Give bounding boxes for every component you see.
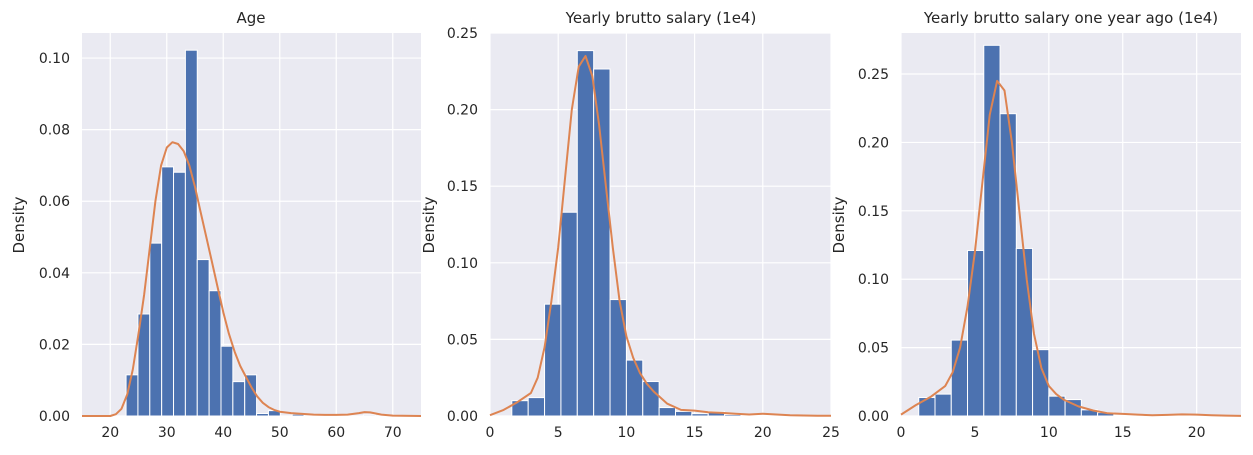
kde-line xyxy=(489,55,832,417)
histogram-bar xyxy=(256,412,269,417)
histogram-bar xyxy=(1032,349,1050,417)
plot-area xyxy=(82,33,421,416)
y-tick-label: 0.25 xyxy=(447,26,478,42)
chart-title: Yearly brutto salary (1e4) xyxy=(565,9,757,27)
histogram-bar xyxy=(625,359,644,417)
y-tick-label: 0.20 xyxy=(858,135,889,151)
y-axis-label: Density xyxy=(830,196,848,253)
y-tick-label: 0.15 xyxy=(447,179,478,195)
x-tick-label: 0 xyxy=(486,425,495,441)
y-tick-label: 0.10 xyxy=(858,272,889,288)
chart-title: Yearly brutto salary one year ago (1e4) xyxy=(923,9,1218,27)
x-tick-label: 15 xyxy=(1114,425,1132,441)
histogram-bar xyxy=(1015,247,1034,417)
x-tick-label: 60 xyxy=(327,425,345,441)
histogram-bar xyxy=(642,381,660,417)
histogram-bar xyxy=(934,393,952,417)
histogram-bar xyxy=(1113,414,1131,417)
histogram-bar xyxy=(220,345,234,417)
histogram-bar xyxy=(918,397,936,417)
panel-salary: Yearly brutto salary (1e4) Density 0 5 10 1… xyxy=(420,9,840,441)
histogram-bar xyxy=(756,414,775,417)
histogram-bar xyxy=(593,68,611,417)
y-tick-label: 0.10 xyxy=(447,256,478,272)
y-tick-label: 0.05 xyxy=(447,332,478,348)
y-tick-label: 0.02 xyxy=(39,337,70,353)
x-tick-label: 5 xyxy=(554,425,563,441)
x-tick-label: 50 xyxy=(271,425,289,441)
y-tick-label: 0.25 xyxy=(858,67,889,83)
x-tick-label: 20 xyxy=(1188,425,1206,441)
y-tick-label: 0.15 xyxy=(858,204,889,220)
histogram-bar xyxy=(161,166,175,417)
histogram-bar xyxy=(173,171,186,417)
x-tick-label: 70 xyxy=(384,425,402,441)
kde-line xyxy=(900,79,1242,417)
y-tick-label: 0.05 xyxy=(858,341,889,357)
histogram-bar xyxy=(362,414,376,417)
kde-line xyxy=(82,141,422,417)
histogram-bar xyxy=(544,303,562,417)
histogram-bar xyxy=(675,410,693,417)
x-tick-label: 5 xyxy=(970,425,979,441)
y-tick-label: 0.08 xyxy=(39,123,70,139)
x-tick-label: 30 xyxy=(158,425,176,441)
histogram-bar xyxy=(184,49,198,417)
x-tick-label: 15 xyxy=(686,425,704,441)
x-tick-label: 10 xyxy=(617,425,635,441)
y-axis-label: Density xyxy=(420,196,438,253)
x-tick-label: 0 xyxy=(897,425,906,441)
histogram-bar xyxy=(560,211,578,417)
histogram-bar xyxy=(967,249,985,417)
y-tick-label: 0.00 xyxy=(858,409,889,425)
x-tick-label: 25 xyxy=(822,425,840,441)
x-tick-label: 20 xyxy=(101,425,119,441)
histogram-bar xyxy=(527,397,546,417)
histogram-bar xyxy=(691,413,709,417)
histogram-bar xyxy=(609,299,627,417)
histogram-bar xyxy=(576,50,595,417)
y-tick-label: 0.10 xyxy=(39,51,70,67)
panel-salary-one-year-ago: Yearly brutto salary one year ago (1e4) … xyxy=(830,9,1242,441)
histogram-bar xyxy=(196,259,210,417)
x-tick-label: 10 xyxy=(1040,425,1058,441)
y-tick-label: 0.00 xyxy=(39,409,70,425)
chart-title: Age xyxy=(236,9,265,27)
histogram-bar xyxy=(208,290,222,417)
histogram-bar xyxy=(232,381,246,417)
histogram-bar xyxy=(658,407,677,417)
y-tick-label: 0.00 xyxy=(447,409,478,425)
x-tick-label: 20 xyxy=(754,425,772,441)
histogram-bar xyxy=(244,374,258,417)
histogram-bar xyxy=(149,242,163,417)
x-tick-label: 40 xyxy=(214,425,232,441)
y-axis-label: Density xyxy=(10,196,28,253)
y-tick-label: 0.06 xyxy=(39,194,70,210)
y-tick-label: 0.20 xyxy=(447,103,478,119)
panel-age: Age Density 20 30 40 50 60 70 0.00 0.02 0.04 0.06… xyxy=(10,9,422,441)
y-tick-label: 0.04 xyxy=(39,266,70,282)
